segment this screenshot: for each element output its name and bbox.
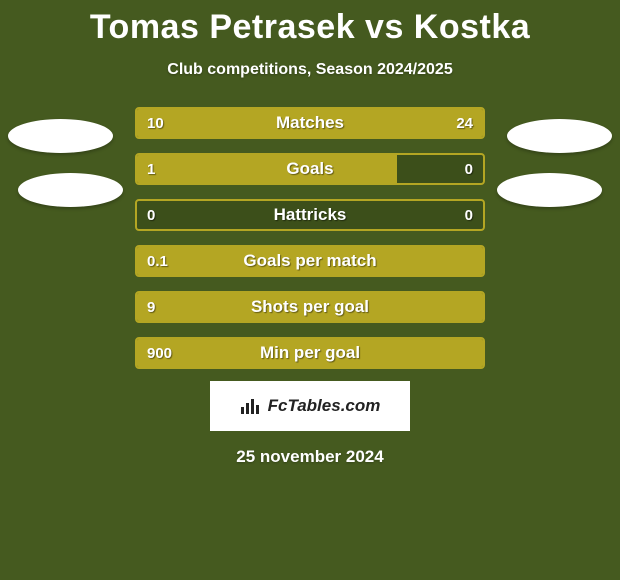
page-title: Tomas Petrasek vs Kostka — [0, 0, 620, 47]
subtitle: Club competitions, Season 2024/2025 — [0, 61, 620, 79]
stat-fill-left — [137, 293, 483, 321]
stat-row: Goals10 — [135, 153, 485, 185]
stat-fill-left — [137, 155, 397, 183]
footer-date: 25 november 2024 — [0, 447, 620, 467]
bars-icon — [240, 397, 262, 415]
stat-row: Hattricks00 — [135, 199, 485, 231]
stat-fill-right — [237, 109, 483, 137]
stat-fill-left — [137, 247, 483, 275]
brand-text: FcTables.com — [268, 396, 381, 416]
player-avatar-left — [18, 173, 123, 207]
player-avatar-right — [507, 119, 612, 153]
stat-fill-left — [137, 339, 483, 367]
stat-row: Matches1024 — [135, 107, 485, 139]
stat-row: Goals per match0.1 — [135, 245, 485, 277]
comparison-card: Tomas Petrasek vs Kostka Club competitio… — [0, 0, 620, 580]
player-avatar-left — [8, 119, 113, 153]
stat-row: Shots per goal9 — [135, 291, 485, 323]
stat-row: Min per goal900 — [135, 337, 485, 369]
stat-fill-left — [137, 109, 237, 137]
stat-rows: Matches1024 Goals10 Hattricks00 Goals per m… — [135, 107, 485, 369]
player-avatar-right — [497, 173, 602, 207]
brand-badge: FcTables.com — [210, 381, 410, 431]
